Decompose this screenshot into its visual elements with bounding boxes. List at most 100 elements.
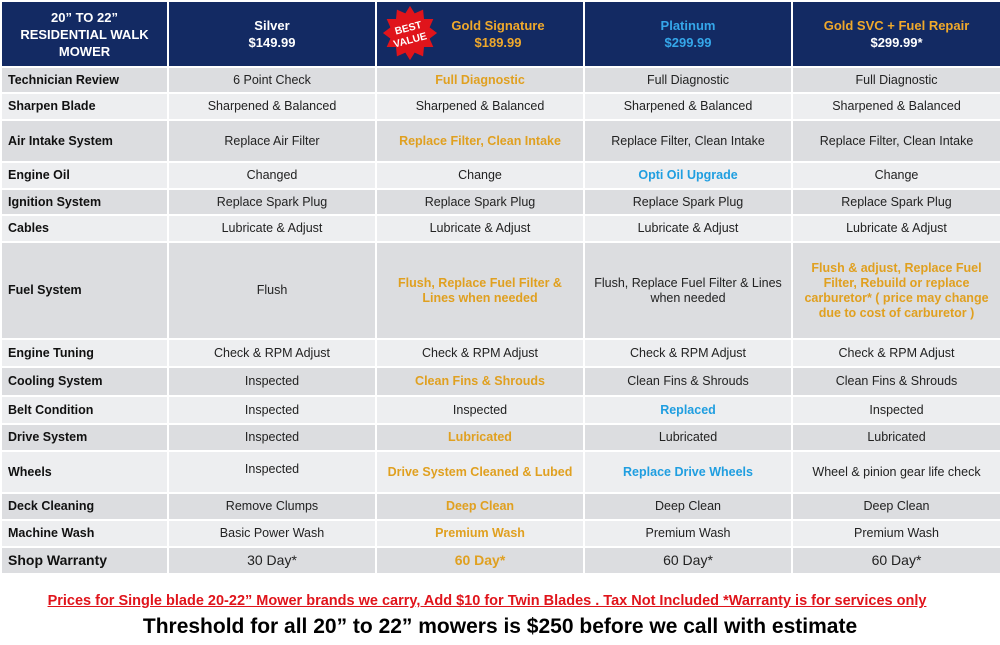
plan-silver-price: $149.99 — [248, 35, 296, 50]
table-cell: Lubricate & Adjust — [791, 214, 1000, 243]
table-cell: Full Diagnostic — [791, 66, 1000, 94]
table-cell: Lubricate & Adjust — [583, 214, 793, 243]
table-cell: Replace Filter, Clean Intake — [375, 119, 585, 163]
table-cell: Change — [375, 161, 585, 190]
table-row: Engine Oil Changed Change Opti Oil Upgra… — [0, 161, 1000, 190]
table-row: Air Intake System Replace Air Filter Rep… — [0, 119, 1000, 163]
table-cell: Lubricated — [791, 423, 1000, 452]
table-cell: Replace Filter, Clean Intake — [791, 119, 1000, 163]
table-cell: Replace Spark Plug — [791, 188, 1000, 216]
table-cell: 30 Day* — [167, 546, 377, 575]
plan-gold-signature-name: Gold Signature — [451, 18, 545, 33]
plan-gold-svc-name: Gold SVC + Fuel Repair — [823, 18, 970, 33]
table-cell: Sharpened & Balanced — [167, 92, 377, 121]
table-cell: Premium Wash — [375, 519, 585, 548]
table-row: Belt Condition Inspected Inspected Repla… — [0, 395, 1000, 425]
plan-gold-svc-price: $299.99* — [870, 35, 923, 50]
row-label: Wheels — [0, 450, 169, 494]
table-row: Shop Warranty 30 Day* 60 Day* 60 Day* 60… — [0, 546, 1000, 575]
table-cell: Check & RPM Adjust — [583, 338, 793, 368]
table-cell: Deep Clean — [583, 492, 793, 521]
table-row: Deck Cleaning Remove Clumps Deep Clean D… — [0, 492, 1000, 521]
table-cell: Drive System Cleaned & Lubed — [375, 450, 585, 494]
row-label: Engine Tuning — [0, 338, 169, 368]
row-label: Machine Wash — [0, 519, 169, 548]
table-cell: Flush, Replace Fuel Filter & Lines when … — [583, 241, 793, 340]
table-cell: Opti Oil Upgrade — [583, 161, 793, 190]
row-label: Engine Oil — [0, 161, 169, 190]
table-row: Sharpen Blade Sharpened & Balanced Sharp… — [0, 92, 1000, 121]
plan-silver-header: Silver $149.99 — [167, 0, 377, 68]
row-label: Cables — [0, 214, 169, 243]
table-cell: Lubricated — [375, 423, 585, 452]
table-cell: Check & RPM Adjust — [167, 338, 377, 368]
pricing-footnote: Prices for Single blade 20-22” Mower bra… — [47, 593, 927, 609]
table-cell: Replaced — [583, 395, 793, 425]
table-cell: Premium Wash — [791, 519, 1000, 548]
table-cell: Clean Fins & Shrouds — [583, 366, 793, 397]
plan-gold-svc-header: Gold SVC + Fuel Repair $299.99* — [791, 0, 1000, 68]
table-cell: Deep Clean — [791, 492, 1000, 521]
table-cell: Deep Clean — [375, 492, 585, 521]
plan-silver-name: Silver — [254, 18, 290, 33]
table-cell: Change — [791, 161, 1000, 190]
row-label: Belt Condition — [0, 395, 169, 425]
table-cell: Flush, Replace Fuel Filter & Lines when … — [375, 241, 585, 340]
table-row: Wheels Inspected Drive System Cleaned & … — [0, 450, 1000, 494]
table-cell: 6 Point Check — [167, 66, 377, 94]
table-cell: Lubricate & Adjust — [375, 214, 585, 243]
row-label: Shop Warranty — [0, 546, 169, 575]
row-label: Drive System — [0, 423, 169, 452]
service-comparison-table: 20” TO 22” RESIDENTIAL WALK MOWER Silver… — [0, 0, 1000, 575]
plan-platinum-name: Platinum — [660, 18, 716, 33]
table-cell: Sharpened & Balanced — [375, 92, 585, 121]
header-row: 20” TO 22” RESIDENTIAL WALK MOWER Silver… — [0, 0, 1000, 68]
row-label: Technician Review — [0, 66, 169, 94]
table-cell: Inspected — [375, 395, 585, 425]
plan-platinum-price: $299.99 — [664, 35, 712, 50]
table-cell: Replace Spark Plug — [167, 188, 377, 216]
table-cell: Inspected — [791, 395, 1000, 425]
table-cell: Wheel & pinion gear life check — [791, 450, 1000, 494]
table-row: Drive System Inspected Lubricated Lubric… — [0, 423, 1000, 452]
threshold-notice: Threshold for all 20” to 22” mowers is $… — [142, 615, 858, 638]
table-cell: Replace Air Filter — [167, 119, 377, 163]
row-label: Ignition System — [0, 188, 169, 216]
table-cell: Check & RPM Adjust — [375, 338, 585, 368]
table-row: Technician Review 6 Point Check Full Dia… — [0, 66, 1000, 94]
table-cell: Lubricate & Adjust — [167, 214, 377, 243]
table-cell: Inspected — [167, 395, 377, 425]
table-row: Machine Wash Basic Power Wash Premium Wa… — [0, 519, 1000, 548]
table-cell: 60 Day* — [375, 546, 585, 575]
table-row: Cables Lubricate & Adjust Lubricate & Ad… — [0, 214, 1000, 243]
table-cell: Changed — [167, 161, 377, 190]
plan-gold-signature-price: $189.99 — [474, 35, 522, 50]
table-cell: Replace Spark Plug — [375, 188, 585, 216]
table-row: Engine Tuning Check & RPM Adjust Check &… — [0, 338, 1000, 368]
table-cell: Full Diagnostic — [583, 66, 793, 94]
table-cell: Sharpened & Balanced — [791, 92, 1000, 121]
table-row: Ignition System Replace Spark Plug Repla… — [0, 188, 1000, 216]
table-cell: Inspected — [167, 450, 377, 494]
table-cell: Sharpened & Balanced — [583, 92, 793, 121]
table-cell: Replace Drive Wheels — [583, 450, 793, 494]
table-cell: Premium Wash — [583, 519, 793, 548]
table-cell: Check & RPM Adjust — [791, 338, 1000, 368]
row-label: Sharpen Blade — [0, 92, 169, 121]
table-cell: Replace Filter, Clean Intake — [583, 119, 793, 163]
plan-gold-signature-header: BEST VALUE Gold Signature $189.99 — [375, 0, 585, 68]
table-cell: Inspected — [167, 366, 377, 397]
table-cell: 60 Day* — [583, 546, 793, 575]
table-cell: Clean Fins & Shrouds — [375, 366, 585, 397]
table-row: Cooling System Inspected Clean Fins & Sh… — [0, 366, 1000, 397]
corner-title: 20” TO 22” RESIDENTIAL WALK MOWER — [0, 0, 169, 68]
best-value-badge-icon: BEST VALUE — [382, 5, 438, 61]
table-cell: Flush — [167, 241, 377, 340]
table-cell: Lubricated — [583, 423, 793, 452]
table-cell: 60 Day* — [791, 546, 1000, 575]
table-cell: Remove Clumps — [167, 492, 377, 521]
row-label: Fuel System — [0, 241, 169, 340]
table-cell: Flush & adjust, Replace Fuel Filter, Reb… — [791, 241, 1000, 340]
table-cell: Full Diagnostic — [375, 66, 585, 94]
row-label: Air Intake System — [0, 119, 169, 163]
